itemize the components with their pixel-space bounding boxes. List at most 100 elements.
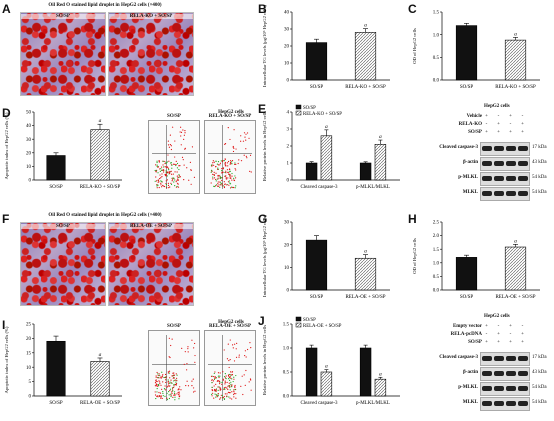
event-dot xyxy=(166,187,168,189)
event-dot xyxy=(227,388,229,391)
blot-band xyxy=(494,386,504,391)
event-dot xyxy=(215,172,217,174)
event-dot xyxy=(234,187,236,189)
y-tick-label: 1.0 xyxy=(283,347,290,352)
x-category-label: SO/SP xyxy=(49,185,63,190)
event-dot xyxy=(224,377,227,379)
event-dot xyxy=(222,185,224,187)
y-tick-label: 40 xyxy=(284,11,290,16)
blot-band xyxy=(518,161,528,166)
event-dot xyxy=(169,143,172,146)
event-dot xyxy=(176,171,178,173)
blot-lane-strip xyxy=(480,352,530,366)
event-dot xyxy=(226,387,228,389)
blot-band-label: MLKL xyxy=(462,190,478,195)
event-dot xyxy=(161,176,163,178)
event-dot xyxy=(163,376,165,379)
blot-condition-label: SO/SP xyxy=(468,340,482,345)
event-dot xyxy=(156,165,158,167)
event-dot xyxy=(228,366,230,369)
blot-band xyxy=(518,386,528,391)
blot-condition-label: Empty vector xyxy=(452,324,482,329)
bar xyxy=(504,246,527,291)
event-dot xyxy=(158,373,160,375)
event-dot xyxy=(168,372,170,374)
significance-mark: a xyxy=(379,371,382,377)
event-dot xyxy=(184,147,186,149)
blot-band xyxy=(482,191,492,196)
event-dot xyxy=(174,140,176,142)
bar xyxy=(305,347,318,397)
y-tick-label: 30 xyxy=(26,138,32,143)
event-dot xyxy=(231,384,233,386)
chart-d: Apoptotic index of HepG2 cells (%) 0 10 20 3… xyxy=(4,111,122,190)
event-dot xyxy=(229,392,231,394)
event-dot xyxy=(164,389,167,391)
event-dot xyxy=(169,186,171,188)
blot-sign: + xyxy=(497,130,500,135)
event-dot xyxy=(234,343,236,345)
event-dot xyxy=(221,167,223,170)
event-dot xyxy=(154,381,157,384)
x-category-label: Cleaved caspase-3 xyxy=(300,401,338,406)
event-dot xyxy=(212,178,214,180)
y-axis-label: OD of HepG2 cells xyxy=(412,28,417,64)
panel-label-g: G xyxy=(258,212,268,226)
blot-band xyxy=(506,401,516,406)
event-dot xyxy=(174,179,176,181)
event-dot xyxy=(175,164,177,167)
panel-c: C OD of HepG2 cells 0.0 0.5 1.0 1.5 SO/SP a REL… xyxy=(408,0,554,100)
event-dot xyxy=(171,390,174,392)
event-dot xyxy=(218,184,220,186)
event-dot xyxy=(219,177,221,179)
event-dot xyxy=(177,176,179,179)
event-dot xyxy=(210,375,213,377)
blot-lane-strip xyxy=(480,187,530,201)
event-dot xyxy=(194,390,196,392)
event-dot xyxy=(165,175,168,177)
blot-band xyxy=(482,401,492,406)
event-dot xyxy=(173,394,175,396)
event-dot xyxy=(171,338,173,340)
event-dot xyxy=(234,389,236,391)
micrograph-a1-label: SO/SP xyxy=(21,14,105,19)
event-dot xyxy=(188,179,190,181)
blot-sign: + xyxy=(497,122,500,127)
event-dot xyxy=(162,391,164,393)
event-dot xyxy=(231,186,233,188)
event-dot xyxy=(165,180,167,182)
event-dot xyxy=(161,180,163,183)
event-dot xyxy=(165,182,167,185)
event-dot xyxy=(182,159,184,161)
event-dot xyxy=(231,179,233,181)
event-dot xyxy=(169,388,172,390)
blot-band xyxy=(482,356,492,361)
event-dot xyxy=(180,126,182,128)
event-dot xyxy=(245,369,247,372)
event-dot xyxy=(225,177,227,179)
event-dot xyxy=(233,129,235,131)
event-dot xyxy=(233,179,236,182)
event-dot xyxy=(228,396,230,398)
flow-cytometry-bottom: HepG2 cells SO/SP RELA-OE + SO/SP xyxy=(146,320,256,408)
event-dot xyxy=(166,166,168,169)
blot-sign: - xyxy=(485,122,488,127)
event-dot xyxy=(219,186,221,188)
bar xyxy=(305,42,328,81)
event-dot xyxy=(175,160,177,162)
event-dot xyxy=(215,394,217,396)
event-dot xyxy=(167,372,169,374)
event-dot xyxy=(231,344,234,346)
panel-label-h: H xyxy=(408,212,417,226)
event-dot xyxy=(156,383,158,386)
event-dot xyxy=(166,161,168,163)
event-dot xyxy=(174,379,176,381)
event-dot xyxy=(213,173,215,176)
event-dot xyxy=(250,389,252,391)
event-dot xyxy=(158,160,160,162)
event-dot xyxy=(182,129,184,131)
blot-band xyxy=(494,356,504,361)
event-dot xyxy=(231,371,233,373)
event-dot xyxy=(213,174,215,177)
significance-mark: a xyxy=(379,134,382,140)
